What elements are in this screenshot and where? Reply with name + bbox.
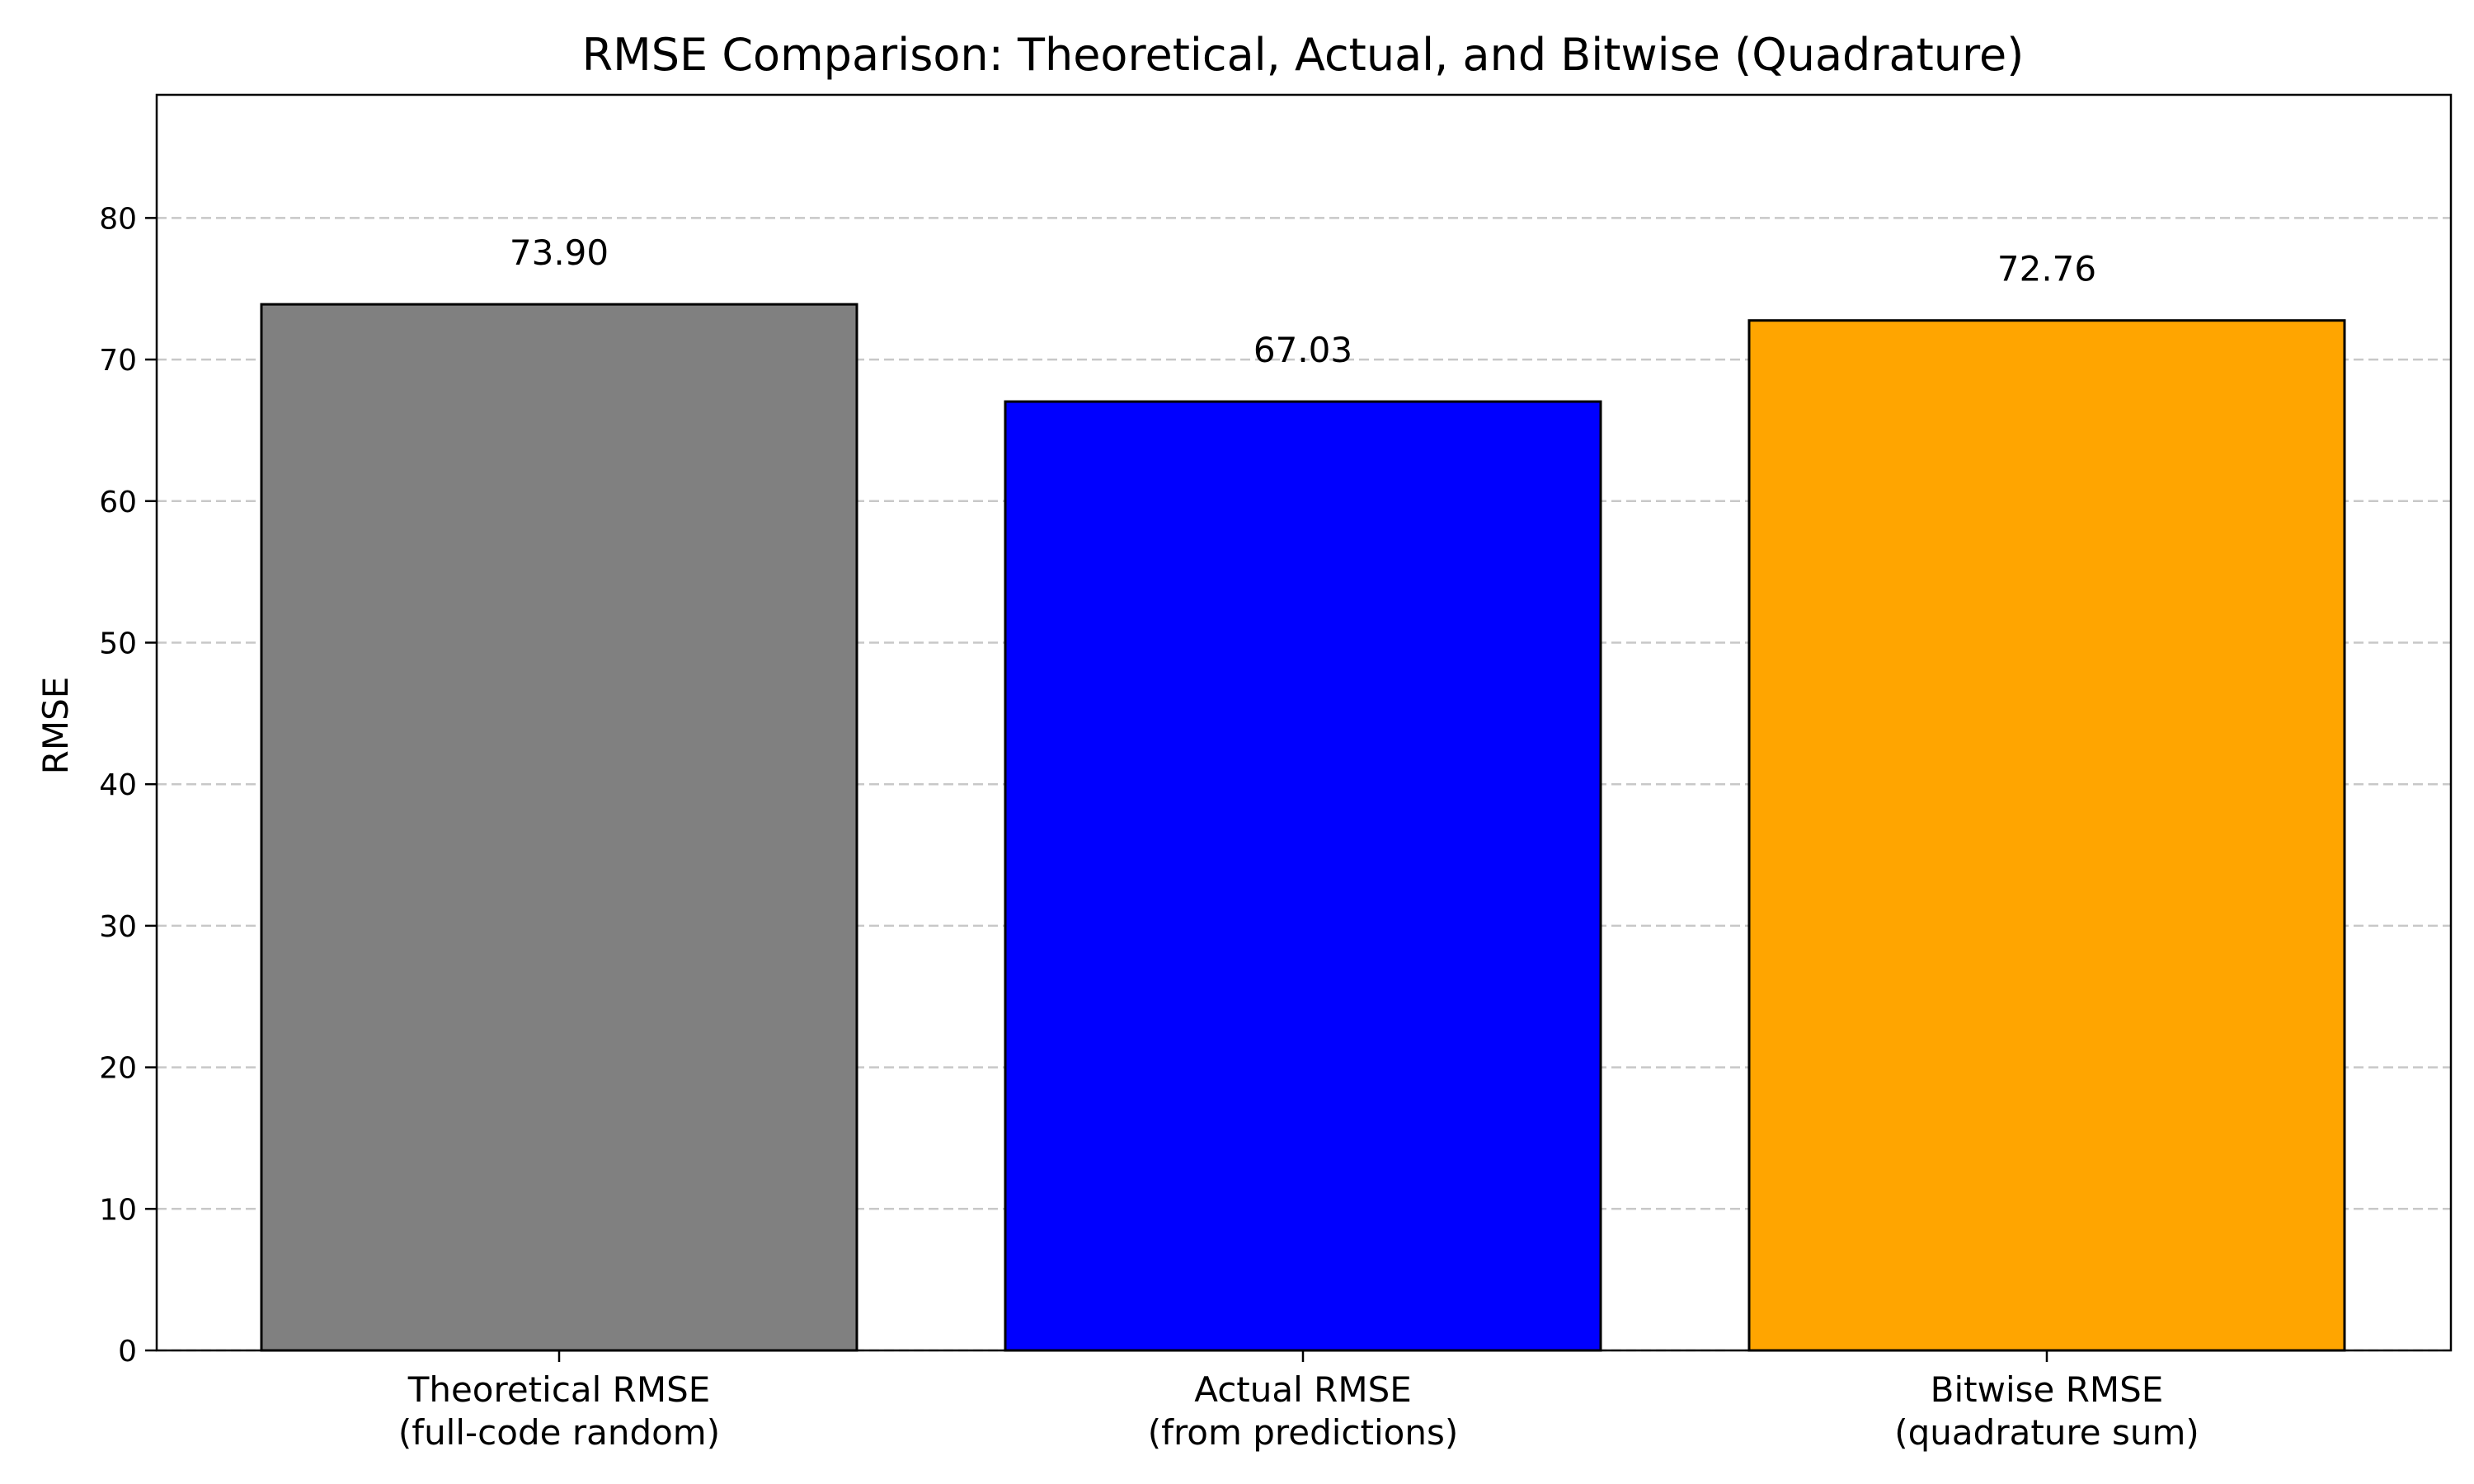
x-tick-label: Actual RMSE (1194, 1369, 1412, 1410)
y-tick-label: 30 (99, 910, 137, 944)
y-tick-label: 80 (99, 202, 137, 236)
y-tick-label: 10 (99, 1193, 137, 1227)
x-tick-label: Theoretical RMSE (407, 1369, 711, 1410)
y-tick-label: 20 (99, 1052, 137, 1086)
bar (260, 303, 858, 1352)
x-tick-label: (full-code random) (398, 1412, 720, 1453)
y-axis-label: RMSE (35, 677, 76, 775)
bars (260, 303, 2346, 1352)
y-tick-label: 50 (99, 627, 137, 660)
x-tick-label: (from predictions) (1148, 1412, 1458, 1453)
bar-value-label: 73.90 (510, 232, 609, 273)
bar-value-label: 72.76 (1997, 249, 2096, 289)
bar (1004, 400, 1602, 1352)
bar (1747, 319, 2346, 1352)
x-tick-label: (quadrature sum) (1894, 1412, 2199, 1453)
y-tick-label: 70 (99, 344, 137, 378)
y-tick-label: 0 (118, 1335, 137, 1369)
axis-ticks: 0 10 20 30 40 50 60 70 80 Theoretical RMSE(full-c… (99, 202, 2199, 1453)
bar-value-label: 67.03 (1253, 330, 1352, 370)
y-tick-label: 40 (99, 768, 137, 802)
y-tick-label: 60 (99, 486, 137, 519)
x-tick-label: Bitwise RMSE (1931, 1369, 2164, 1410)
chart-title: RMSE Comparison: Theoretical, Actual, an… (582, 29, 2025, 81)
data-labels: 73.90 67.03 72.76 (510, 232, 2096, 370)
